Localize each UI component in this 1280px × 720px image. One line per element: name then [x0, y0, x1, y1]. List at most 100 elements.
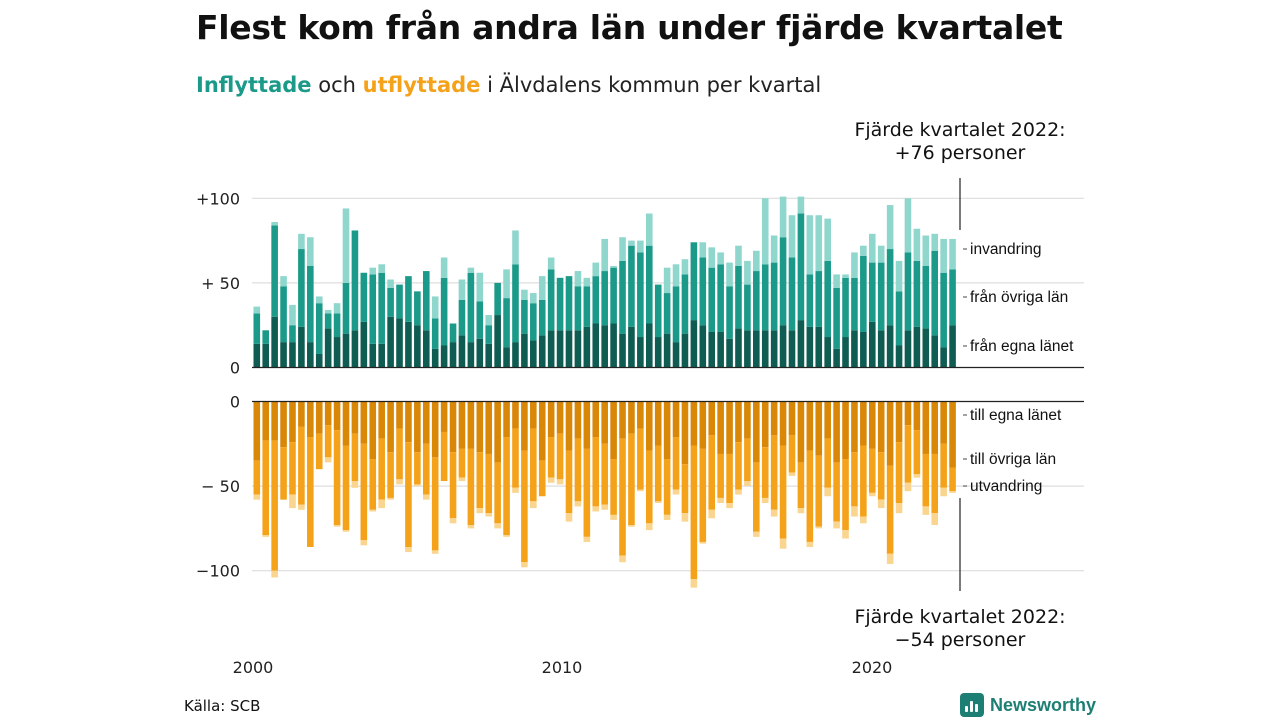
chart-subtitle: Inflyttade och utflyttade i Älvdalens ko… [196, 73, 821, 97]
bar-in-other-county [708, 267, 716, 332]
bar-in-immigration [503, 269, 510, 299]
bar-out-emigration [895, 503, 903, 514]
bar-in-own-county [681, 333, 689, 368]
bar-out-own-county [512, 401, 519, 429]
bar-in-other-county [815, 271, 823, 327]
bar-out-own-county [717, 401, 724, 454]
bar-in-immigration [851, 252, 858, 278]
bar-in-other-county [895, 291, 903, 346]
bar-out-other-county [396, 428, 403, 480]
newsworthy-logo-icon [960, 693, 984, 717]
bar-out-emigration [842, 530, 849, 539]
bar-in-other-county [913, 260, 921, 327]
bar-out-other-county [476, 452, 484, 509]
bar-in-own-county [637, 337, 644, 368]
bar-in-immigration [735, 245, 742, 266]
series-label-in: invandring [970, 241, 1042, 258]
x-tick-label: 2000 [233, 658, 274, 677]
bar-out-other-county [868, 448, 876, 493]
bar-in-own-county [690, 320, 698, 368]
bar-out-emigration [512, 487, 519, 493]
bar-out-other-county [324, 425, 332, 458]
bar-in-own-county [574, 330, 582, 368]
bar-out-emigration [931, 513, 939, 526]
bar-out-other-county [280, 447, 287, 500]
bar-out-emigration [744, 481, 751, 487]
bar-out-other-county [913, 430, 921, 475]
bar-out-own-county [458, 401, 466, 449]
bar-in-immigration [378, 264, 385, 273]
bar-out-emigration [610, 514, 617, 520]
bar-in-other-county [351, 230, 359, 331]
bar-out-other-county [645, 450, 653, 524]
bar-in-own-county [735, 328, 742, 368]
x-tick-label: 2020 [852, 658, 893, 677]
bar-in-other-county [851, 277, 858, 331]
bar-out-emigration [360, 540, 368, 546]
bar-in-other-county [637, 252, 644, 338]
bar-out-own-county [333, 401, 341, 431]
bar-out-other-county [521, 450, 528, 563]
bar-in-own-county [797, 320, 805, 368]
bar-in-other-county [699, 257, 707, 326]
bar-out-emigration [949, 491, 956, 493]
bar-out-emigration [726, 503, 733, 509]
brand-name: Newsworthy [990, 694, 1097, 715]
bar-out-own-county [556, 401, 564, 434]
bar-out-other-county [699, 448, 707, 542]
y-tick-label-top: 0 [230, 359, 240, 378]
bar-in-immigration [868, 233, 876, 263]
subtitle-inflyttade: Inflyttade [196, 73, 312, 97]
bar-out-other-county [538, 460, 546, 497]
bar-in-immigration [708, 247, 716, 268]
bar-out-own-county [521, 401, 528, 451]
bar-in-other-county [422, 271, 430, 331]
bar-out-own-county [645, 401, 653, 451]
bar-in-immigration [681, 259, 689, 275]
bar-in-immigration [860, 245, 867, 256]
bar-out-emigration [922, 506, 930, 515]
bar-in-own-county [449, 342, 457, 368]
bar-in-other-county [333, 313, 341, 338]
bar-out-emigration [574, 501, 582, 507]
bar-in-immigration [289, 304, 296, 326]
bar-in-own-county [815, 326, 823, 368]
bar-in-other-county [449, 323, 457, 343]
bar-in-other-county [583, 286, 591, 327]
bar-out-own-county [315, 401, 323, 434]
bar-in-own-county [868, 321, 876, 368]
series-label-out: till egna länet [970, 407, 1062, 424]
bar-in-own-county [485, 343, 493, 368]
bar-in-immigration [726, 262, 733, 287]
brand-logo[interactable]: Newsworthy [960, 693, 1096, 717]
bar-in-immigration [672, 264, 680, 287]
bar-out-emigration [797, 508, 805, 514]
bar-in-other-county [877, 262, 885, 331]
bar-out-other-county [530, 428, 537, 502]
bar-out-emigration [369, 509, 377, 512]
bar-out-other-county [253, 460, 261, 495]
bar-out-own-county [387, 401, 394, 453]
bar-out-own-county [886, 401, 894, 466]
bar-out-emigration [735, 489, 742, 495]
bar-out-other-county [342, 445, 350, 531]
bar-out-own-county [253, 401, 261, 461]
bar-in-own-county [253, 343, 261, 368]
bar-out-emigration [868, 492, 876, 497]
bar-in-own-county [931, 335, 939, 368]
bar-in-own-county [583, 326, 591, 368]
bar-out-emigration [619, 555, 626, 563]
bar-in-own-county [262, 343, 270, 368]
bar-in-other-county [672, 286, 680, 343]
bar-in-other-county [744, 284, 751, 331]
bar-in-other-county [663, 293, 671, 334]
bar-in-other-county [770, 262, 778, 331]
bar-out-other-county [565, 450, 573, 514]
bar-in-immigration [619, 237, 626, 261]
bar-in-immigration [895, 260, 903, 292]
bar-in-immigration [806, 215, 814, 275]
bar-out-own-county [422, 401, 430, 444]
bar-in-other-county [735, 265, 742, 329]
bar-in-own-county [360, 321, 368, 368]
bar-in-immigration [637, 240, 644, 253]
